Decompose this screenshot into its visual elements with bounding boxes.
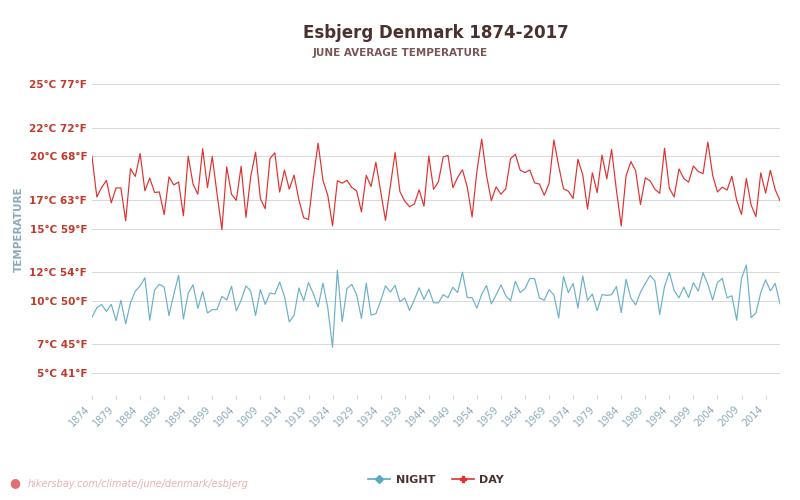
Text: hikersbay.com/climate/june/denmark/esbjerg: hikersbay.com/climate/june/denmark/esbje… (28, 479, 249, 489)
Title: Esbjerg Denmark 1874-2017: Esbjerg Denmark 1874-2017 (303, 24, 569, 42)
Legend: NIGHT, DAY: NIGHT, DAY (363, 470, 509, 489)
Text: JUNE AVERAGE TEMPERATURE: JUNE AVERAGE TEMPERATURE (313, 48, 487, 58)
Text: ●: ● (10, 476, 21, 489)
Y-axis label: TEMPERATURE: TEMPERATURE (14, 186, 24, 272)
